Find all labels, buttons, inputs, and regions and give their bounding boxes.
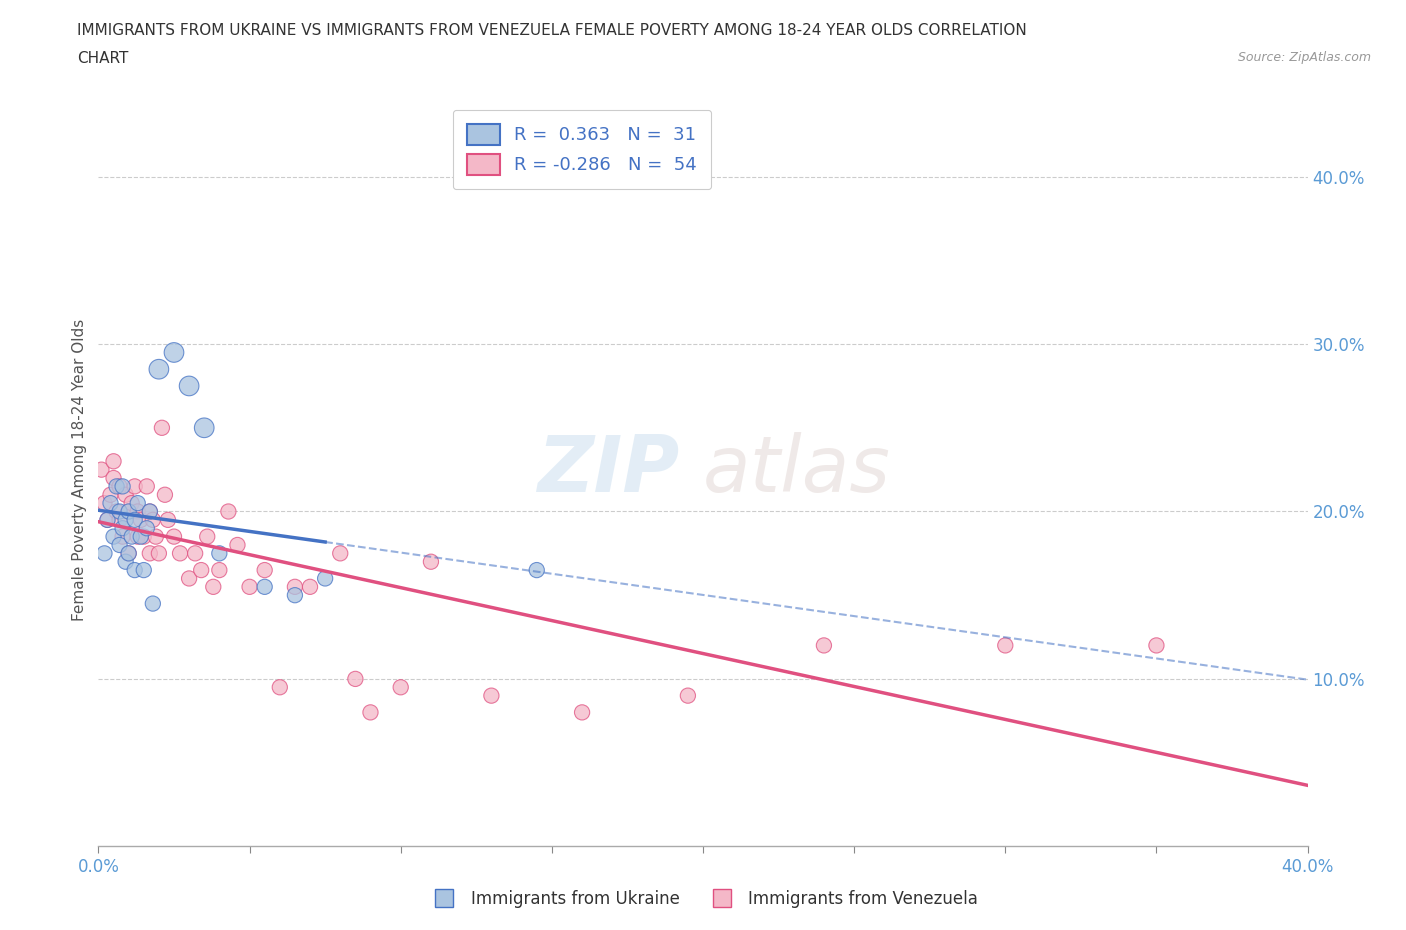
Point — [208, 563, 231, 578]
Point — [108, 512, 131, 527]
Point — [121, 496, 143, 511]
Point — [105, 479, 128, 494]
Point — [163, 529, 186, 544]
Point — [118, 504, 141, 519]
Y-axis label: Female Poverty Among 18-24 Year Olds: Female Poverty Among 18-24 Year Olds — [72, 318, 87, 621]
Point — [121, 529, 143, 544]
Point — [129, 512, 152, 527]
Point — [114, 487, 136, 502]
Text: IMMIGRANTS FROM UKRAINE VS IMMIGRANTS FROM VENEZUELA FEMALE POVERTY AMONG 18-24 : IMMIGRANTS FROM UKRAINE VS IMMIGRANTS FR… — [77, 23, 1026, 38]
Legend: R =  0.363   N =  31, R = -0.286   N =  54: R = 0.363 N = 31, R = -0.286 N = 54 — [453, 110, 711, 189]
Point — [132, 563, 155, 578]
Point — [253, 563, 276, 578]
Point — [994, 638, 1017, 653]
Point — [93, 546, 115, 561]
Point — [253, 579, 276, 594]
Point — [284, 588, 307, 603]
Point — [420, 554, 443, 569]
Point — [226, 538, 249, 552]
Point — [124, 563, 146, 578]
Point — [148, 362, 170, 377]
Point — [284, 579, 307, 594]
Point — [111, 521, 134, 536]
Point — [96, 512, 118, 527]
Point — [100, 496, 122, 511]
Point — [526, 563, 548, 578]
Point — [314, 571, 336, 586]
Point — [163, 345, 186, 360]
Point — [150, 420, 173, 435]
Point — [813, 638, 835, 653]
Point — [142, 512, 165, 527]
Point — [139, 504, 162, 519]
Point — [135, 479, 157, 494]
Point — [114, 554, 136, 569]
Point — [135, 521, 157, 536]
Point — [118, 546, 141, 561]
Point — [105, 504, 128, 519]
Point — [389, 680, 412, 695]
Point — [179, 571, 201, 586]
Point — [571, 705, 593, 720]
Point — [344, 671, 367, 686]
Point — [118, 546, 141, 561]
Point — [103, 529, 125, 544]
Point — [127, 504, 149, 519]
Point — [132, 529, 155, 544]
Text: ZIP: ZIP — [537, 432, 679, 508]
Point — [139, 546, 162, 561]
Point — [108, 479, 131, 494]
Text: CHART: CHART — [77, 51, 129, 66]
Point — [111, 479, 134, 494]
Point — [153, 487, 176, 502]
Point — [114, 512, 136, 527]
Point — [193, 420, 215, 435]
Point — [329, 546, 352, 561]
Legend: Immigrants from Ukraine, Immigrants from Venezuela: Immigrants from Ukraine, Immigrants from… — [422, 883, 984, 914]
Point — [195, 529, 218, 544]
Point — [676, 688, 699, 703]
Point — [124, 479, 146, 494]
Point — [239, 579, 262, 594]
Point — [142, 596, 165, 611]
Point — [124, 512, 146, 527]
Text: atlas: atlas — [703, 432, 891, 508]
Point — [360, 705, 382, 720]
Point — [184, 546, 207, 561]
Point — [129, 529, 152, 544]
Point — [1144, 638, 1167, 653]
Point — [127, 496, 149, 511]
Point — [93, 496, 115, 511]
Point — [111, 529, 134, 544]
Point — [217, 504, 239, 519]
Point — [169, 546, 191, 561]
Text: Source: ZipAtlas.com: Source: ZipAtlas.com — [1237, 51, 1371, 64]
Point — [108, 538, 131, 552]
Point — [96, 512, 118, 527]
Point — [190, 563, 212, 578]
Point — [481, 688, 503, 703]
Point — [299, 579, 322, 594]
Point — [90, 462, 112, 477]
Point — [139, 504, 162, 519]
Point — [179, 379, 201, 393]
Point — [156, 512, 179, 527]
Point — [118, 504, 141, 519]
Point — [145, 529, 167, 544]
Point — [202, 579, 225, 594]
Point — [208, 546, 231, 561]
Point — [103, 471, 125, 485]
Point — [100, 487, 122, 502]
Point — [103, 454, 125, 469]
Point — [127, 529, 149, 544]
Point — [148, 546, 170, 561]
Point — [108, 504, 131, 519]
Point — [269, 680, 291, 695]
